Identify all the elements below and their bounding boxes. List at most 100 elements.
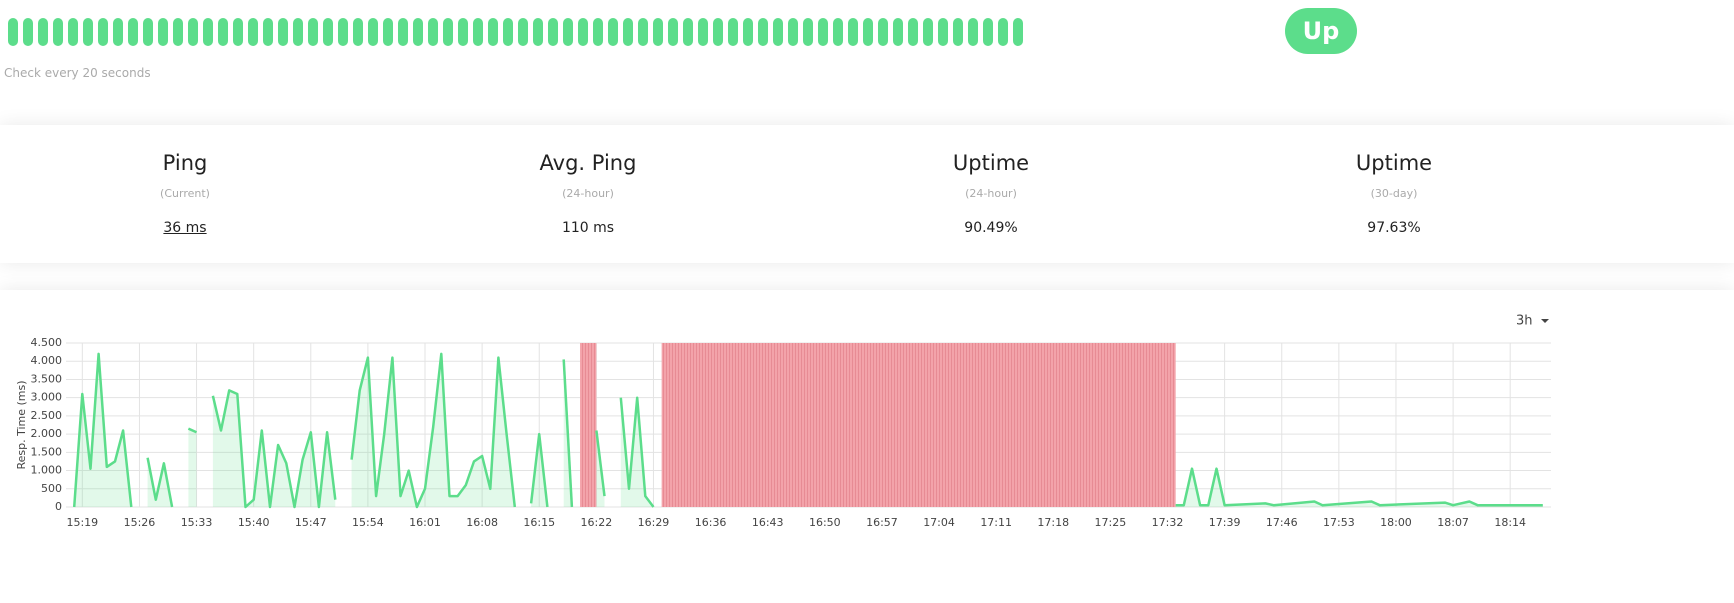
stat-title: Ping [162,151,208,175]
heartbeat [8,18,18,46]
line [562,359,574,508]
line [350,352,517,509]
heartbeat [23,18,33,46]
line [1175,467,1543,507]
x-tick-label: 16:57 [866,516,898,529]
y-tick-label: 2.000 [31,427,63,440]
heartbeat [578,18,588,46]
x-tick-label: 16:08 [466,516,498,529]
y-axis-label: Resp. Time (ms) [15,380,28,469]
heartbeat [803,18,813,46]
stat-period: (24-hour) [965,187,1017,200]
heartbeat [983,18,993,46]
heartbeat [818,18,828,46]
y-tick-label: 3.500 [31,372,63,385]
heartbeat [623,18,633,46]
heartbeat [908,18,918,46]
x-tick-label: 18:00 [1380,516,1412,529]
heartbeat [113,18,123,46]
heartbeat [848,18,858,46]
heartbeat [143,18,153,46]
line [529,432,549,508]
heartbeat [278,18,288,46]
stat-title: Uptime [1355,151,1433,175]
stat-period: (30-day) [1370,187,1418,200]
heartbeat [83,18,93,46]
x-tick-label: 16:01 [409,516,441,529]
heartbeat [518,18,528,46]
y-tick-label: 1.000 [31,464,63,477]
stat-period: (24-hour) [562,187,614,200]
check-interval: Check every 20 seconds [4,66,151,80]
status-badge: Up [1285,8,1357,54]
heartbeat [593,18,603,46]
down-period [661,343,1176,507]
area [212,390,336,507]
stat-title: Uptime [952,151,1030,175]
y-tick-label: 3.000 [31,391,63,404]
heartbeat [203,18,213,46]
stat: Ping (Current) 36 ms [35,125,335,263]
area [74,353,132,507]
line [187,427,198,434]
heartbeat [968,18,978,46]
heartbeat [38,18,48,46]
down-period [580,343,597,507]
heartbeat-bar [8,18,1023,46]
x-tick-label: 17:32 [1152,516,1184,529]
heartbeat [563,18,573,46]
y-tick-label: 1.500 [31,445,63,458]
stat: Avg. Ping (24-hour) 110 ms [438,125,738,263]
heartbeat [158,18,168,46]
y-tick-label: 4.000 [31,354,63,367]
heartbeat [368,18,378,46]
heartbeat [1013,18,1023,46]
stat-value: 90.49% [964,220,1018,236]
y-tick-label: 500 [41,482,62,495]
heartbeat [428,18,438,46]
x-tick-label: 16:36 [695,516,727,529]
stat: Uptime (24-hour) 90.49% [841,125,1141,263]
line [72,352,133,508]
line [595,430,606,497]
x-tick-label: 16:50 [809,516,841,529]
heartbeat [773,18,783,46]
heartbeat [533,18,543,46]
x-tick-label: 16:29 [638,516,670,529]
dropdown-caret[interactable] [1541,319,1549,323]
area [620,397,654,507]
heartbeat [443,18,453,46]
heartbeat [68,18,78,46]
heartbeat [413,18,423,46]
heartbeat [248,18,258,46]
x-tick-label: 15:40 [238,516,270,529]
heartbeat [53,18,63,46]
heartbeat [938,18,948,46]
x-tick-label: 18:07 [1437,516,1469,529]
heartbeat [383,18,393,46]
heartbeat [743,18,753,46]
heartbeat [233,18,243,46]
line [211,389,337,509]
line [146,457,174,508]
x-tick-label: 16:43 [752,516,784,529]
heartbeat [863,18,873,46]
heartbeat [353,18,363,46]
heartbeat [338,18,348,46]
heartbeat [173,18,183,46]
heartbeat [548,18,558,46]
heartbeat [458,18,468,46]
heartbeat [488,18,498,46]
x-tick-label: 18:14 [1494,516,1526,529]
x-tick-label: 17:39 [1209,516,1241,529]
heartbeat [953,18,963,46]
heartbeat [98,18,108,46]
heartbeat [473,18,483,46]
x-tick-label: 17:11 [980,516,1012,529]
stat: Uptime (30-day) 97.63% [1244,125,1544,263]
x-tick-label: 16:22 [581,516,613,529]
heartbeat [128,18,138,46]
heartbeat [653,18,663,46]
range-select[interactable]: 3h [1516,314,1533,329]
